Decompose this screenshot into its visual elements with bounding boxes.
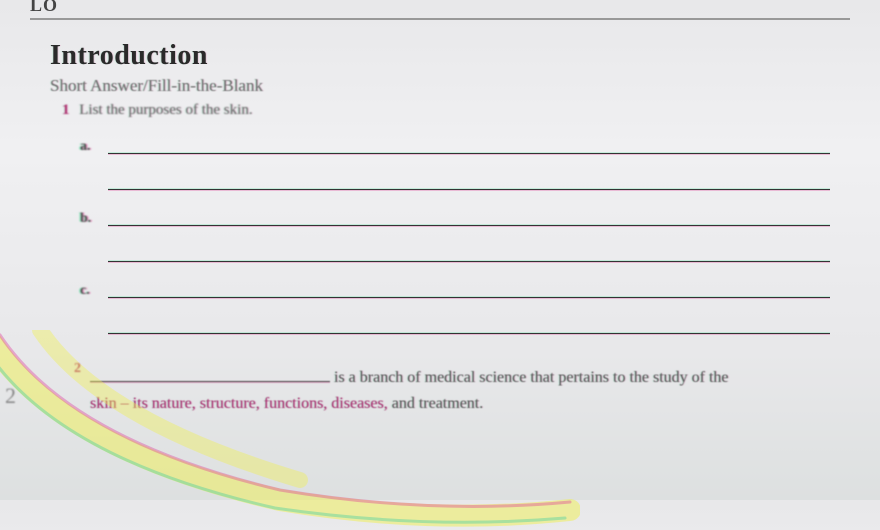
blank-line[interactable] [108, 153, 830, 154]
blank-item-c-line2 [90, 309, 830, 345]
blank-item-b-line2 [90, 237, 830, 273]
header-rule [30, 0, 850, 20]
question-2-blank[interactable] [90, 381, 330, 382]
q2-line2-pre: skin – [90, 395, 133, 412]
blank-line[interactable] [108, 261, 830, 262]
q2-line2-highlight: its nature, structure, functions, diseas… [133, 395, 388, 412]
blank-line[interactable] [108, 225, 830, 226]
question-1-text: List the purposes of the skin. [79, 102, 252, 118]
margin-number-2: 2 [5, 383, 16, 409]
question-1-blanks: a. b. c. [50, 129, 840, 345]
blank-item-c: c. [90, 273, 830, 309]
question-2-text: is a branch of medical science that pert… [70, 365, 840, 416]
question-1-number: 1 [62, 102, 70, 118]
bullet-a: a. [80, 139, 91, 155]
q2-line2-post: and treatment. [388, 395, 484, 412]
blank-line[interactable] [108, 297, 830, 298]
blank-item-a-line2 [90, 165, 830, 201]
bullet-b: b. [80, 211, 91, 227]
bullet-c: c. [80, 283, 90, 299]
blank-item-b: b. [90, 201, 830, 237]
logo-fragment: LO [30, 0, 58, 16]
q2-mid: is a branch of medical science that pert… [330, 369, 729, 386]
blank-line[interactable] [108, 189, 830, 190]
question-2: 2 2 is a branch of medical science that … [70, 365, 840, 416]
section-subtitle: Short Answer/Fill-in-the-Blank [50, 76, 840, 96]
highlighter-swoosh [0, 330, 580, 530]
question-1-prompt: 1 List the purposes of the skin. [62, 102, 840, 119]
blank-item-a: a. [90, 129, 830, 165]
section-heading: Introduction [50, 40, 840, 72]
blank-line[interactable] [108, 333, 830, 334]
